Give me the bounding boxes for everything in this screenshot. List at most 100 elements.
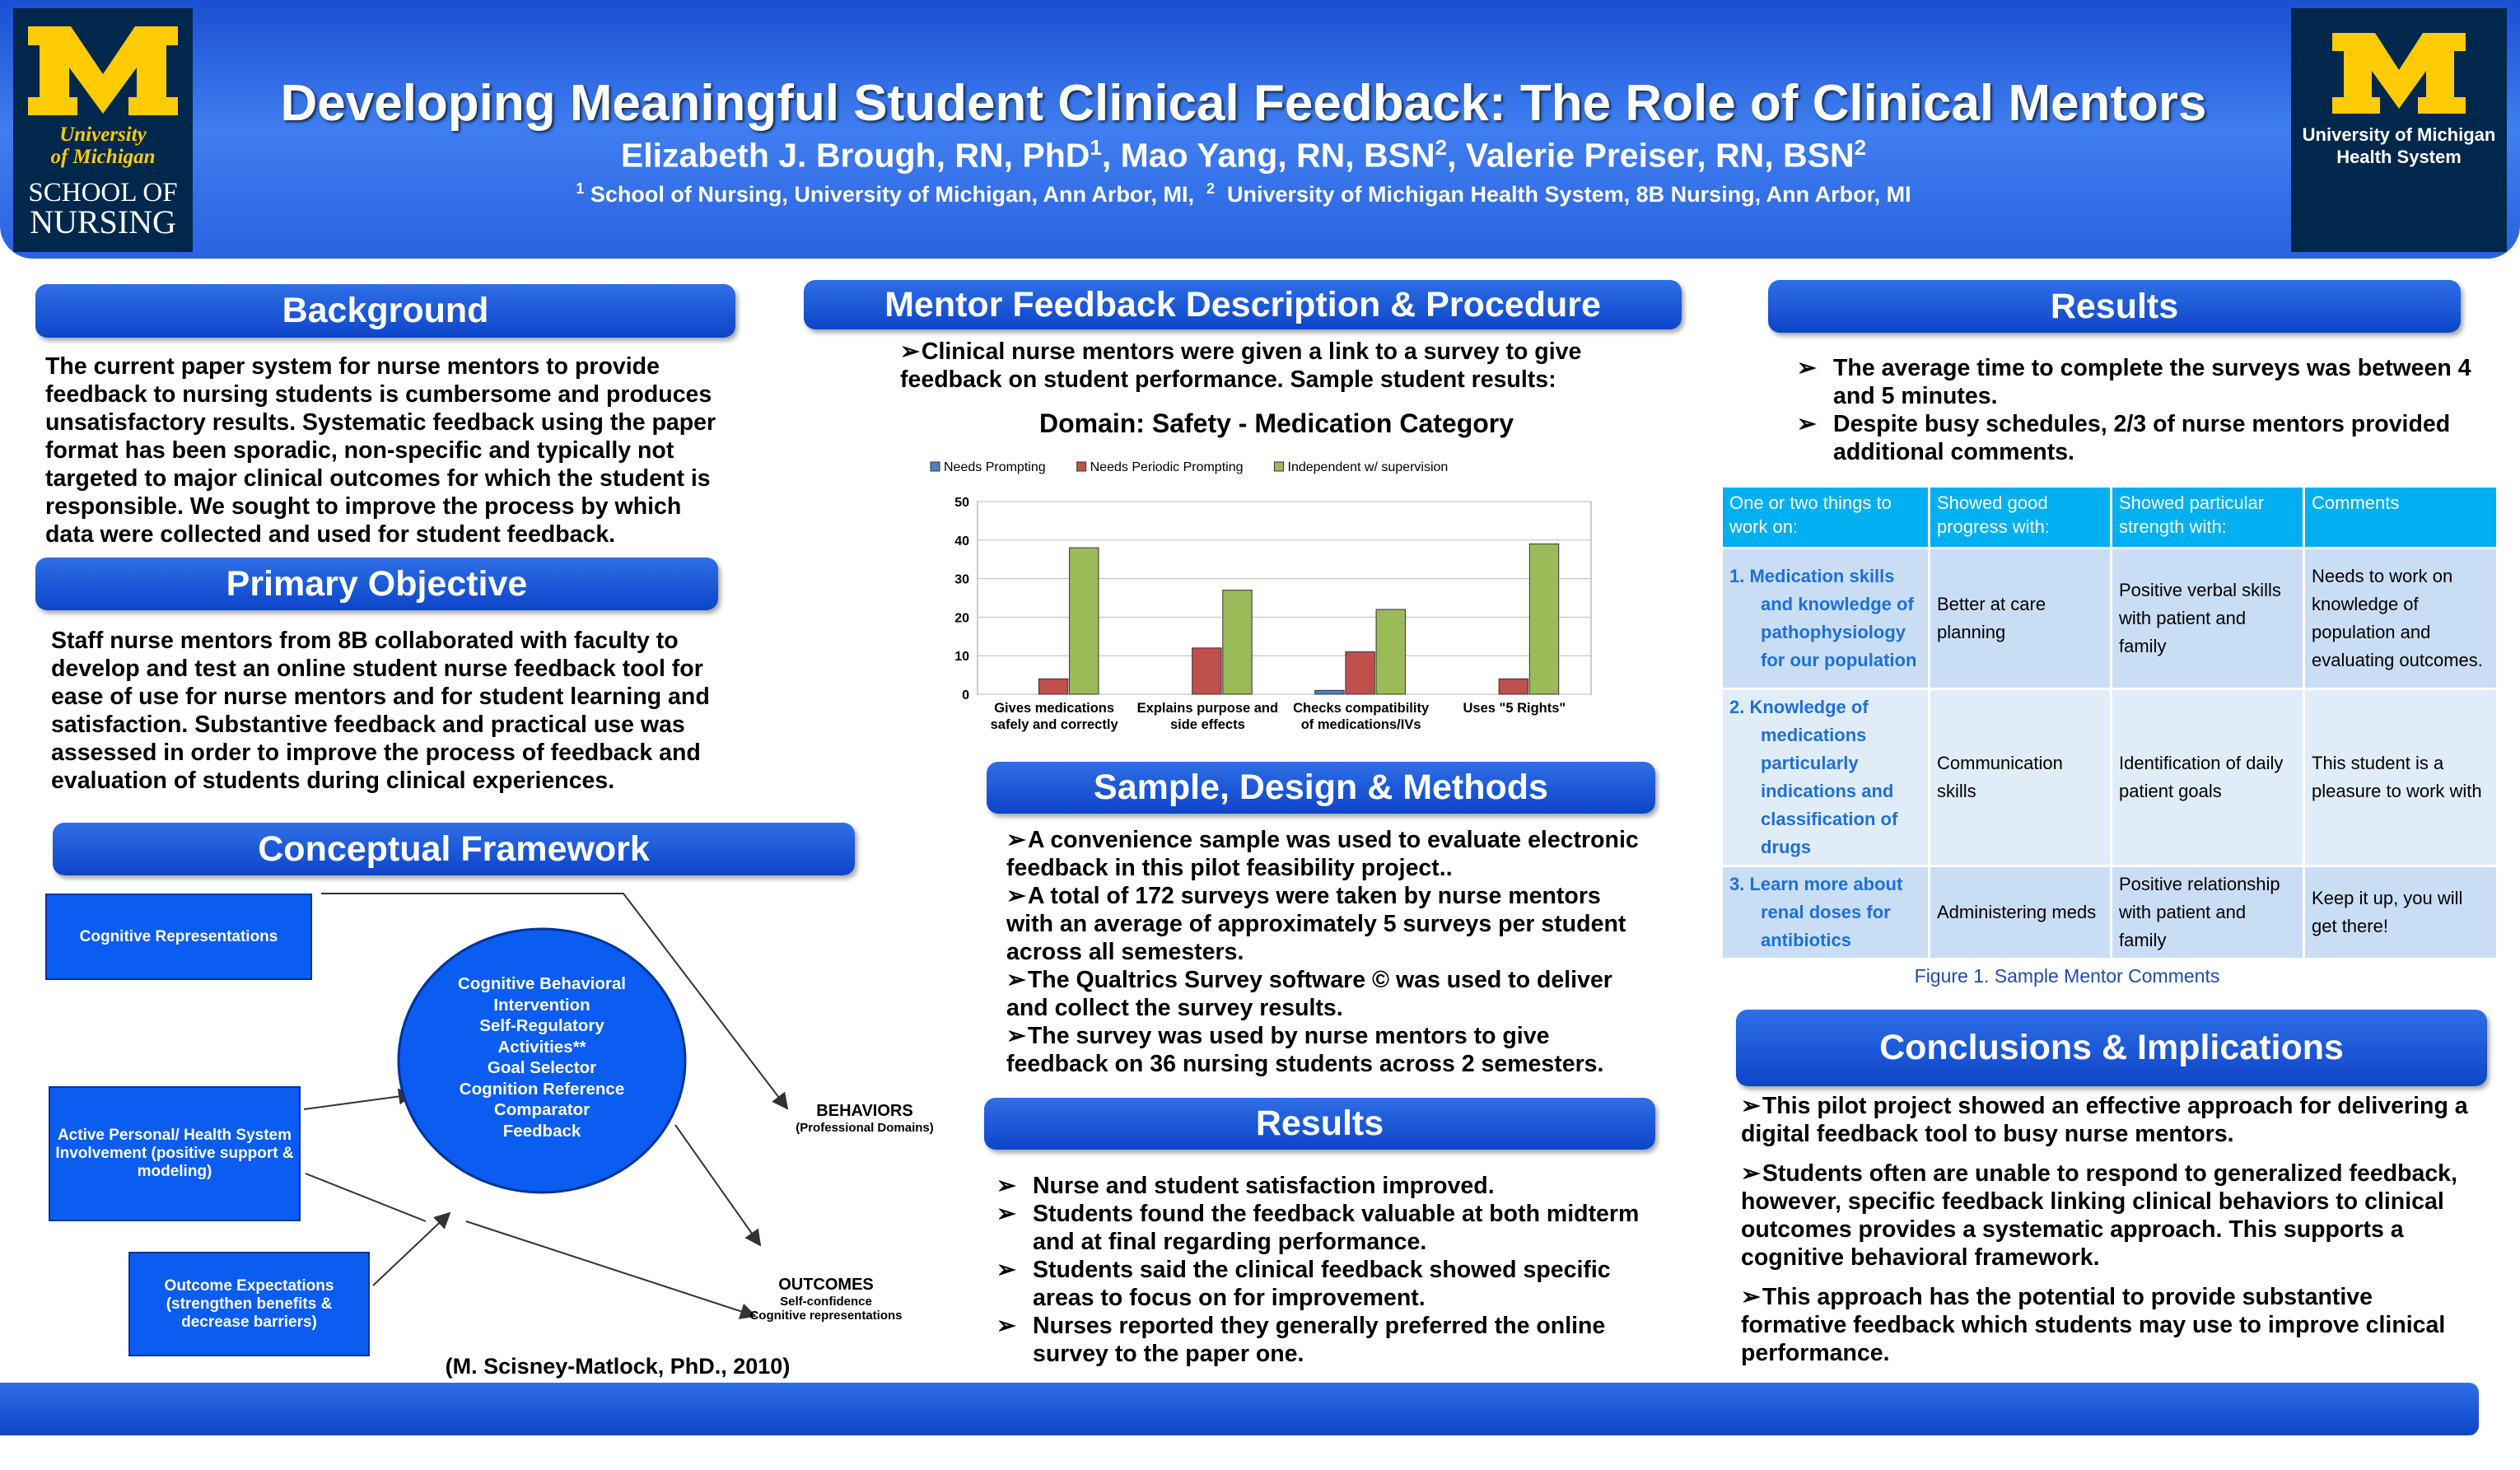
x-tick-label: Gives medications safely and correctly <box>990 701 1118 732</box>
objective-text: Staff nurse mentors from 8B collaborated… <box>51 628 710 794</box>
bar <box>1314 689 1345 695</box>
ellipse-line: Intervention <box>493 995 590 1015</box>
affiliation: School of Nursing, University of Michiga… <box>584 182 1206 207</box>
affil-sup: 2 <box>1206 180 1215 197</box>
legend-label: Needs Prompting <box>944 460 1046 474</box>
y-tick-label: 30 <box>954 573 969 587</box>
bullet: A convenience sample was used to evaluat… <box>1006 826 1649 882</box>
legend-label: Independent w/ supervision <box>1288 460 1449 474</box>
title: Developing Meaningful Student Clinical F… <box>280 75 2207 132</box>
table-cell: Needs to work on knowledge of population… <box>2303 547 2499 690</box>
table-cell: 1. Medication skills and knowledge of pa… <box>1720 547 1930 690</box>
legend-swatch <box>1076 461 1087 472</box>
affiliations: 1 School of Nursing, University of Michi… <box>206 180 2281 208</box>
outcomes: OUTCOMES Self-confidence Cognitive represe… <box>702 1276 950 1323</box>
bullet: The average time to complete the surveys… <box>1797 354 2472 410</box>
bullet: This pilot project showed an effective a… <box>1741 1092 2482 1148</box>
citation: (M. Scisney-Matlock, PhD., 2010) <box>445 1354 791 1379</box>
section-heading: Background <box>35 284 735 338</box>
logo-m <box>28 26 178 115</box>
table-cell: Administering meds <box>1928 865 2112 960</box>
results-list: Nurse and student satisfaction improved.… <box>996 1172 1647 1368</box>
logo-text: University <box>59 124 147 146</box>
chart: 0 10 20 30 40 50 Needs Prompting Needs Periodic… <box>930 460 1592 702</box>
y-tick-label: 40 <box>954 534 969 548</box>
footer-bar <box>0 1383 2479 1435</box>
y-tick-label: 20 <box>954 611 969 625</box>
ellipse-line: Cognitive Behavioral <box>458 974 626 993</box>
header-cell: Comments <box>2303 485 2499 549</box>
header-row: One or two things to work on: Showed good… <box>1720 485 2499 549</box>
ellipse-line: Activities** <box>497 1037 586 1057</box>
author-sup: 2 <box>1854 135 1867 160</box>
x-tick-label: Uses "5 Rights" <box>1463 701 1566 716</box>
bullet: The Qualtrics Survey software © was used… <box>1006 966 1649 1022</box>
section-heading: Conclusions & Implications <box>1736 1010 2487 1086</box>
section-heading: Results <box>1768 280 2461 333</box>
table-cell: Positive verbal skills with patient and … <box>2110 547 2305 690</box>
author-sup: 1 <box>1090 135 1102 160</box>
logo-text: SCHOOL OF <box>28 178 178 208</box>
bar <box>1222 590 1253 695</box>
y-tick-label: 0 <box>962 688 969 702</box>
label: Cognitive representations <box>749 1309 903 1323</box>
bar <box>1345 651 1375 695</box>
framework-box: Active Personal/ Health System Involveme… <box>49 1086 301 1221</box>
table-cell: Communication skills <box>1928 688 2112 867</box>
logo-m <box>2332 33 2466 114</box>
bullet: Nurse and student satisfaction improved. <box>996 1172 1647 1200</box>
figure-caption: Figure 1. Sample Mentor Comments <box>1914 965 2220 987</box>
table-cell: This student is a pleasure to work with <box>2303 688 2499 867</box>
framework-arrows <box>303 893 789 1319</box>
bullet: Despite busy schedules, 2/3 of nurse men… <box>1797 410 2472 466</box>
bar <box>1528 543 1560 695</box>
conclusions-list: This pilot project showed an effective a… <box>1741 1092 2482 1379</box>
bullet: Students found the feedback valuable at … <box>996 1200 1647 1256</box>
bullet: Students often are unable to respond to … <box>1741 1160 2482 1272</box>
bullet: Students said the clinical feedback show… <box>996 1256 1647 1312</box>
table-cell: Identification of daily patient goals <box>2110 688 2305 867</box>
author: , Valerie Preiser, RN, BSN <box>1447 136 1855 175</box>
bar <box>1192 647 1222 695</box>
bullet: Nurses reported they generally preferred… <box>996 1312 1647 1368</box>
bullet: A total of 172 surveys were taken by nur… <box>1006 882 1649 966</box>
bar <box>1069 547 1099 695</box>
section-heading: Primary Objective <box>35 558 718 610</box>
logo-text: NURSING <box>30 203 176 240</box>
legend-swatch <box>930 461 940 472</box>
section-heading: Results <box>984 1098 1655 1150</box>
logo-left: University of Michigan SCHOOL OF NURSING <box>13 8 193 252</box>
bullet: Clinical nurse mentors were given a link… <box>900 338 1608 394</box>
author: , Mao Yang, RN, BSN <box>1101 136 1435 175</box>
table-cell: Keep it up, you will get there! <box>2303 865 2499 960</box>
header <box>0 0 2520 259</box>
author-sup: 2 <box>1435 135 1448 160</box>
section-heading: Sample, Design & Methods <box>987 762 1655 814</box>
section-heading: Mentor Feedback Description & Procedure <box>804 280 1682 329</box>
logo-text: of Michigan <box>50 146 156 168</box>
legend-swatch <box>1274 461 1284 472</box>
bar <box>1498 678 1529 695</box>
affil-sup: 1 <box>576 180 585 197</box>
section-heading: Conceptual Framework <box>53 823 855 875</box>
logo-text: University of Michigan <box>2302 124 2496 145</box>
ellipse-line: Self-Regulatory <box>479 1016 604 1035</box>
ellipse-line: Comparator <box>493 1100 590 1119</box>
framework-box: Cognitive Representations <box>45 894 312 980</box>
header-cell: One or two things to work on: <box>1720 485 1930 549</box>
x-tick-label: Checks compatibility of medications/IVs <box>1293 701 1430 732</box>
label: (Professional Domains) <box>796 1121 934 1135</box>
table-row: 1. Medication skills and knowledge of pa… <box>1720 547 2499 690</box>
ellipse-line: Goal Selector <box>487 1058 597 1077</box>
label: OUTCOMES <box>778 1276 874 1294</box>
bullet: This approach has the potential to provi… <box>1741 1283 2482 1367</box>
affiliation: University of Michigan Health System, 8B… <box>1214 182 1911 207</box>
legend-label: Needs Periodic Prompting <box>1090 460 1244 474</box>
author: Elizabeth J. Brough, RN, PhD <box>620 136 1090 175</box>
table-cell: Better at care planning <box>1928 547 2112 690</box>
results-list: The average time to complete the surveys… <box>1797 354 2472 466</box>
logo-right: University of Michigan Health System <box>2291 8 2507 252</box>
comments-table: One or two things to work on: Showed good… <box>1720 485 2499 960</box>
header-cell: Showed good progress with: <box>1928 485 2112 549</box>
